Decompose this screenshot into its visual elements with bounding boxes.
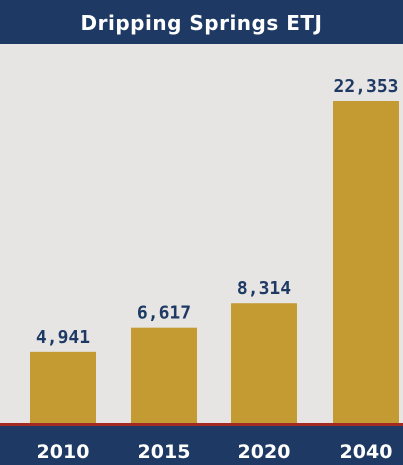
baseline <box>0 423 403 426</box>
x-tick-label-2015: 2015 <box>138 441 191 463</box>
value-label-2015: 6,617 <box>137 303 191 324</box>
value-label-2040: 22,353 <box>333 76 398 97</box>
bar-2040 <box>333 101 399 423</box>
x-tick-label-2010: 2010 <box>37 441 90 463</box>
bar-2015 <box>131 327 197 423</box>
x-tick-label-2020: 2020 <box>238 441 291 463</box>
bar-2020 <box>231 303 297 423</box>
x-axis-band <box>0 425 403 465</box>
value-label-2020: 8,314 <box>237 278 291 299</box>
chart-title: Dripping Springs ETJ <box>80 11 323 35</box>
x-tick-label-2040: 2040 <box>340 441 393 463</box>
value-label-2010: 4,941 <box>36 327 90 348</box>
bar-2010 <box>30 351 96 423</box>
